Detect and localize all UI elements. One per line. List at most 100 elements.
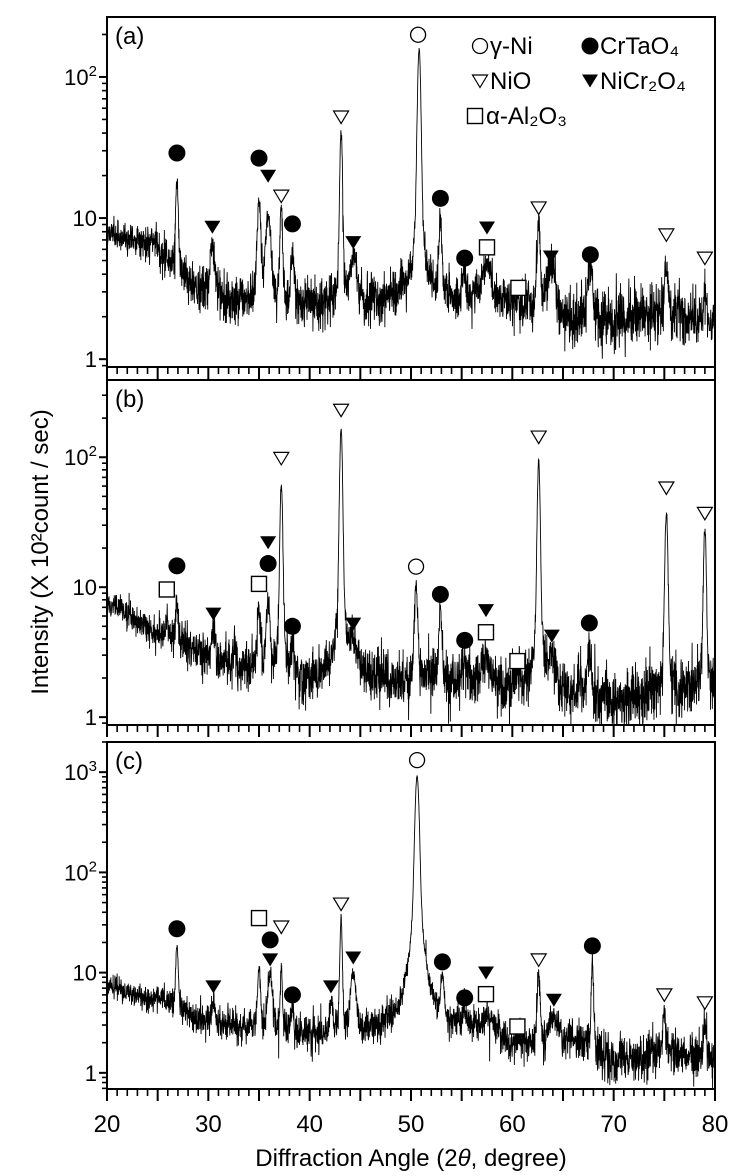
- marker-crtao4: [283, 986, 301, 1004]
- y-tick-label-base: 10: [64, 860, 88, 885]
- legend-label-crtao4: CrTaO₄: [600, 33, 679, 60]
- y-tick-label: 1: [85, 705, 97, 730]
- marker-nio: [696, 251, 714, 266]
- xrd-pattern-line: [107, 428, 715, 725]
- y-tick-label: 103: [64, 758, 97, 785]
- y-tick-label: 10: [73, 961, 97, 986]
- marker-nio: [332, 897, 350, 912]
- marker-alpha-al2o3: [478, 239, 496, 256]
- marker-nio: [655, 988, 673, 1003]
- x-tick-label: 80: [702, 1111, 729, 1138]
- x-tick-label: 40: [296, 1111, 323, 1138]
- xrd-pattern-line: [107, 775, 715, 1089]
- marker-alpha-al2o3: [158, 581, 175, 598]
- marker-alpha-al2o3: [509, 1018, 526, 1035]
- x-tick-label: 20: [94, 1111, 121, 1138]
- y-tick-label-exponent: 2: [89, 858, 97, 875]
- legend-symbol-gamma-ni: [471, 37, 489, 55]
- marker-nicr2o4: [322, 980, 339, 994]
- legend-symbol-alpha-al2o3: [466, 107, 484, 125]
- y-tick-label: 1: [85, 1061, 97, 1086]
- y-tick-label: 10: [73, 575, 97, 600]
- legend-symbol-nicr2o4: [582, 74, 598, 88]
- marker-gamma-ni: [408, 752, 426, 769]
- marker-nicr2o4: [545, 993, 562, 1007]
- marker-crtao4: [168, 920, 186, 938]
- xrd-pattern-line: [107, 47, 715, 359]
- marker-nio: [272, 920, 290, 935]
- marker-nicr2o4: [543, 629, 560, 643]
- marker-nicr2o4: [477, 604, 494, 618]
- plot-frame: [106, 741, 716, 1090]
- panel-label: (c): [115, 748, 143, 775]
- y-tick-label: 102: [64, 63, 97, 90]
- y-tick-label-base: 10: [73, 206, 97, 231]
- y-tick-label: 1: [85, 347, 97, 372]
- marker-nio: [696, 996, 714, 1011]
- marker-crtao4: [283, 617, 301, 635]
- marker-crtao4: [168, 557, 186, 575]
- marker-crtao4: [583, 937, 601, 955]
- marker-nio: [272, 189, 290, 204]
- legend-label-gamma-ni: γ-Ni: [490, 33, 533, 60]
- y-tick-label: 10: [73, 206, 97, 231]
- marker-nicr2o4: [204, 220, 221, 234]
- legend: γ-Ni CrTaO₄ NiO NiCr₂O₄ α-Al₂O₃: [466, 33, 686, 130]
- x-tick-label: 30: [195, 1111, 222, 1138]
- marker-nicr2o4: [205, 980, 222, 994]
- legend-label-alpha-al2o3: α-Al₂O₃: [486, 103, 567, 130]
- marker-nicr2o4: [345, 951, 362, 965]
- marker-nio: [530, 953, 548, 968]
- marker-nio: [530, 201, 548, 216]
- y-tick-label-exponent: 3: [89, 758, 97, 775]
- legend-label-nicr2o4: NiCr₂O₄: [600, 68, 686, 95]
- x-axis-title-suffix: , degree): [471, 1145, 567, 1172]
- legend-symbol-crtao4: [581, 37, 599, 55]
- marker-crtao4: [250, 149, 268, 167]
- y-tick-label-exponent: 2: [89, 63, 97, 80]
- x-axis-title: Diffraction Angle (2θ, degree): [255, 1145, 566, 1172]
- marker-nio: [530, 430, 548, 445]
- panel-label: (a): [115, 23, 144, 50]
- x-tick-label: 70: [600, 1111, 627, 1138]
- marker-nicr2o4: [260, 169, 277, 183]
- y-tick-label-base: 1: [85, 1061, 97, 1086]
- marker-nicr2o4: [477, 966, 494, 980]
- y-tick-label-base: 10: [73, 961, 97, 986]
- panel-label: (b): [115, 386, 144, 413]
- marker-nicr2o4: [345, 617, 362, 631]
- marker-alpha-al2o3: [250, 575, 268, 593]
- marker-nicr2o4: [262, 953, 279, 967]
- y-tick-label-base: 10: [64, 65, 88, 90]
- marker-nicr2o4: [345, 236, 362, 250]
- marker-crtao4: [431, 189, 449, 207]
- y-tick-label-exponent: 2: [89, 443, 97, 460]
- x-axis-title-prefix: Diffraction Angle (2: [255, 1145, 457, 1172]
- x-tick-label: 50: [398, 1111, 425, 1138]
- marker-crtao4: [433, 953, 451, 971]
- marker-crtao4: [456, 249, 474, 267]
- x-axis-title-theta: θ: [458, 1145, 471, 1172]
- marker-nio: [657, 481, 675, 496]
- marker-crtao4: [168, 144, 186, 162]
- marker-alpha-al2o3: [250, 909, 268, 927]
- marker-alpha-al2o3: [510, 279, 527, 297]
- marker-nio: [332, 110, 350, 125]
- y-axis-title: Intensity (X 10²count / sec): [27, 409, 54, 694]
- marker-nicr2o4: [542, 250, 559, 264]
- y-tick-label-base: 10: [64, 760, 88, 785]
- marker-crtao4: [581, 246, 599, 264]
- y-tick-label-base: 1: [85, 347, 97, 372]
- marker-crtao4: [580, 614, 598, 632]
- marker-alpha-al2o3: [477, 985, 495, 1003]
- marker-nicr2o4: [205, 607, 222, 621]
- x-tick-label: 60: [499, 1111, 526, 1138]
- y-tick-label: 102: [64, 858, 97, 885]
- marker-gamma-ni: [407, 558, 425, 575]
- marker-nio: [272, 451, 290, 467]
- marker-crtao4: [456, 631, 474, 649]
